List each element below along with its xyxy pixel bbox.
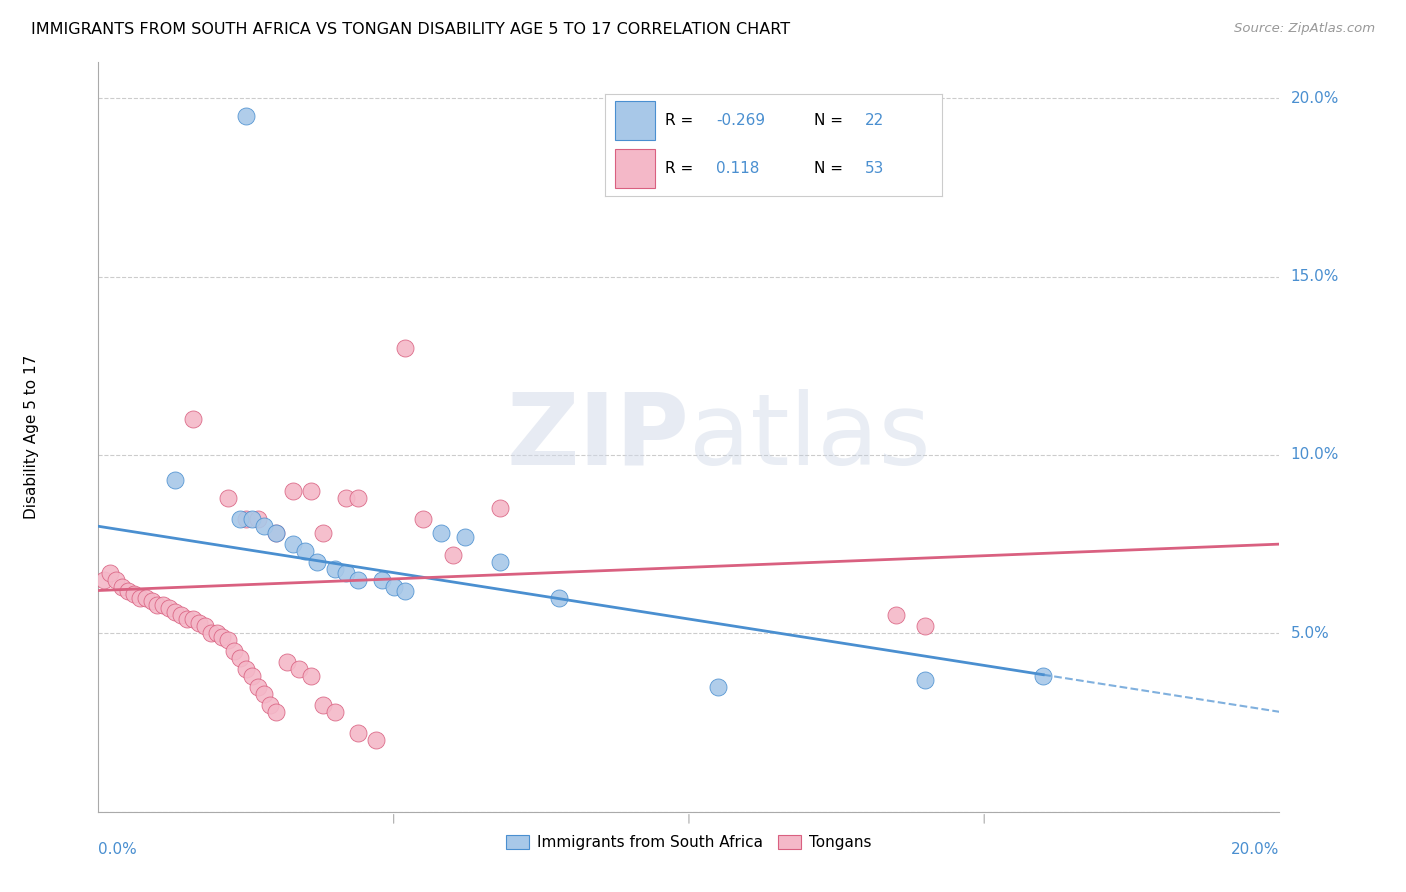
Point [335,566,357,580]
Point [382,580,405,594]
Point [371,573,394,587]
Point [146,598,169,612]
Point [253,519,276,533]
Point [176,612,198,626]
Point [914,619,936,633]
Text: 10.0%: 10.0% [1291,448,1339,462]
Point [394,583,416,598]
Text: 0.118: 0.118 [716,161,759,176]
Point [229,512,252,526]
Point [235,109,257,123]
Text: 0.0%: 0.0% [98,842,138,857]
Text: 20.0%: 20.0% [1232,842,1279,857]
Point [283,537,305,551]
Point [93,573,115,587]
Point [347,491,370,505]
Point [253,687,276,701]
Point [283,483,305,498]
Text: N =: N = [814,161,848,176]
Point [246,680,269,694]
Point [264,526,287,541]
Text: R =: R = [665,161,699,176]
Text: -0.269: -0.269 [716,112,765,128]
Point [141,594,163,608]
Point [312,526,335,541]
Point [235,512,257,526]
Point [264,526,287,541]
Point [98,566,121,580]
Point [305,555,328,569]
Point [299,669,322,683]
Point [441,548,464,562]
Point [347,573,370,587]
Bar [614,149,655,188]
Point [111,580,134,594]
Point [347,726,370,740]
Point [299,483,322,498]
Point [105,573,128,587]
Point [548,591,571,605]
Point [187,615,209,630]
Point [364,733,387,747]
Point [1032,669,1054,683]
Point [205,626,228,640]
Point [294,544,316,558]
Point [128,591,150,605]
Point [246,512,269,526]
Point [122,587,145,601]
Text: Source: ZipAtlas.com: Source: ZipAtlas.com [1234,22,1375,36]
Point [323,705,346,719]
Text: ZIP: ZIP [506,389,689,485]
Point [211,630,233,644]
Text: 15.0%: 15.0% [1291,269,1339,284]
Text: Disability Age 5 to 17: Disability Age 5 to 17 [24,355,39,519]
Point [181,612,204,626]
Text: 22: 22 [865,112,883,128]
Point [217,491,239,505]
Point [117,583,139,598]
Point [235,662,257,676]
Point [152,598,174,612]
Legend: Immigrants from South Africa, Tongans: Immigrants from South Africa, Tongans [501,830,877,856]
Point [884,608,907,623]
Point [200,626,222,640]
Point [240,512,263,526]
Text: 20.0%: 20.0% [1291,91,1339,105]
Point [276,655,298,669]
Point [224,644,246,658]
Point [181,412,204,426]
Point [489,501,512,516]
Point [914,673,936,687]
Point [264,705,287,719]
Point [394,341,416,355]
Text: R =: R = [665,112,699,128]
Point [412,512,434,526]
Point [135,591,157,605]
Text: IMMIGRANTS FROM SOUTH AFRICA VS TONGAN DISABILITY AGE 5 TO 17 CORRELATION CHART: IMMIGRANTS FROM SOUTH AFRICA VS TONGAN D… [31,22,790,37]
Text: atlas: atlas [689,389,931,485]
Point [165,605,187,619]
Text: N =: N = [814,112,848,128]
Text: 5.0%: 5.0% [1291,626,1329,640]
Point [217,633,239,648]
Point [312,698,335,712]
Point [453,530,475,544]
Text: 53: 53 [865,161,884,176]
Point [335,491,357,505]
Point [707,680,730,694]
Point [229,651,252,665]
Point [259,698,281,712]
Point [170,608,193,623]
Point [323,562,346,576]
Point [165,473,187,487]
Point [489,555,512,569]
Bar [614,101,655,140]
Point [157,601,180,615]
Point [240,669,263,683]
Point [194,619,217,633]
Point [288,662,311,676]
Point [430,526,453,541]
